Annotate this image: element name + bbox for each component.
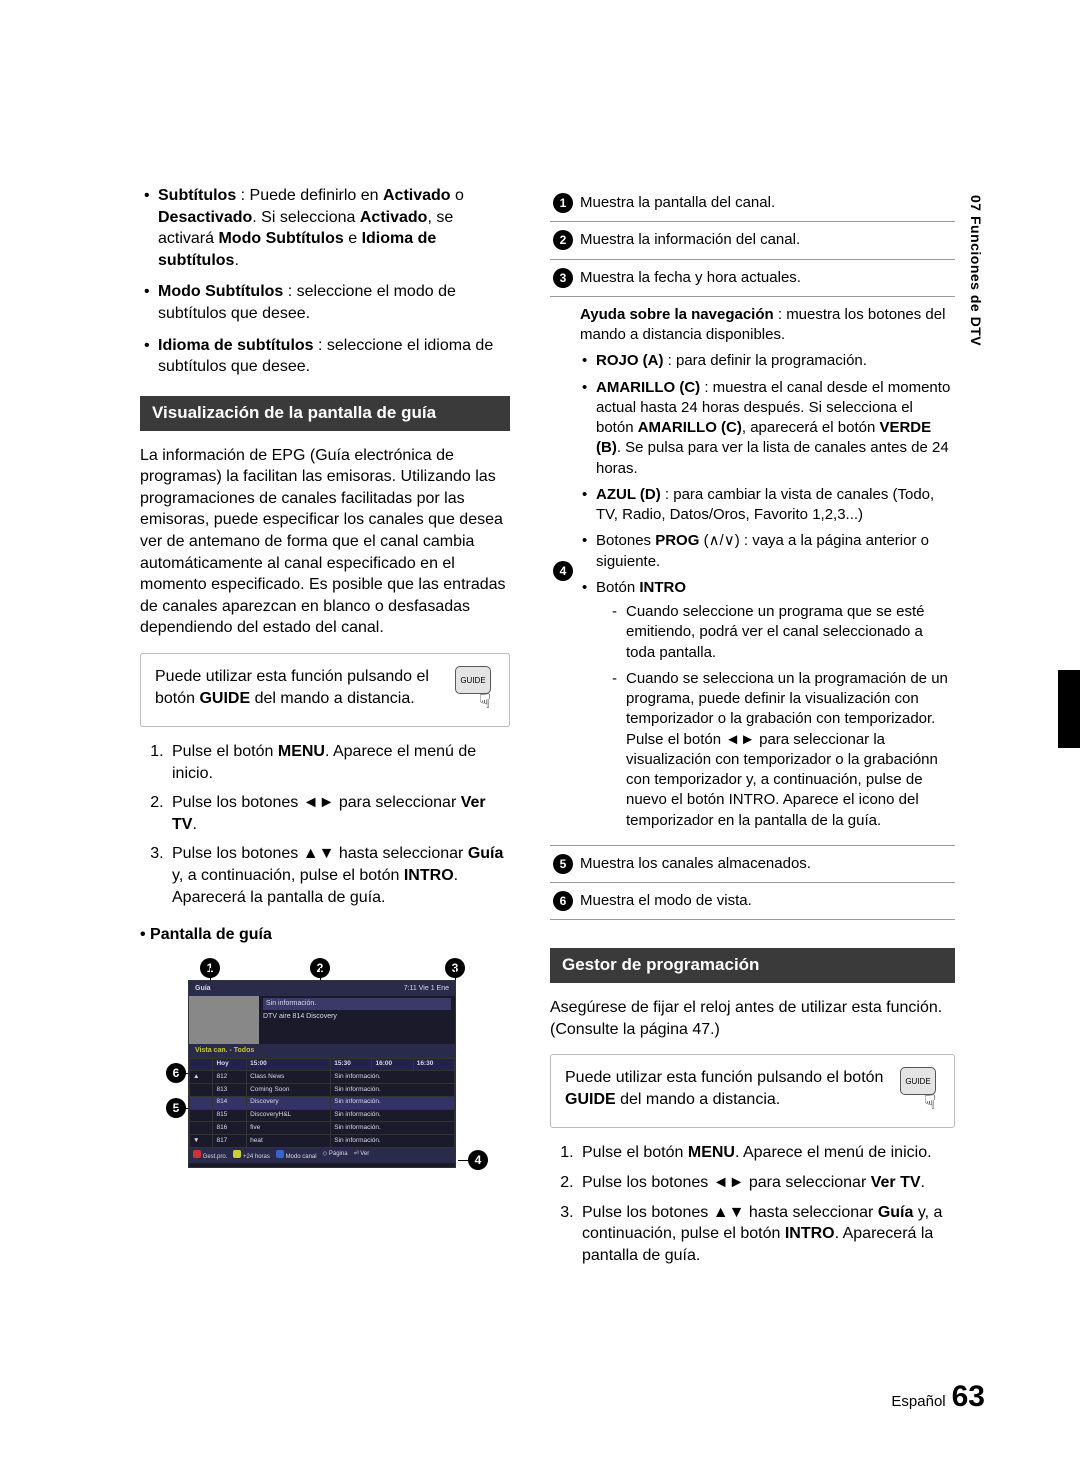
- step-3: Pulse los botones ▲▼ hasta seleccionar G…: [168, 843, 510, 908]
- gestor-intro: Asegúrese de fijar el reloj antes de uti…: [550, 997, 955, 1040]
- row-1: Muestra la pantalla del canal.: [580, 185, 955, 222]
- row-6: Muestra el modo de vista.: [580, 883, 955, 920]
- opt-idioma-subtitulos: Idioma de subtítulos : seleccione el idi…: [140, 335, 510, 378]
- callout-4: 4: [468, 1150, 488, 1170]
- guia-intro: La información de EPG (Guía electrónica …: [140, 445, 510, 639]
- opt-modo-subtitulos: Modo Subtítulos : seleccione el modo de …: [140, 281, 510, 324]
- guia-steps: Pulse el botón MENU. Aparece el menú de …: [140, 741, 510, 908]
- subtitle-options: Subtítulos : Puede definirlo en Activado…: [140, 185, 510, 378]
- guide-button-icon: GUIDE ☟: [900, 1067, 940, 1115]
- page-footer: Español63: [891, 1377, 985, 1418]
- step-2: Pulse los botones ◄► para seleccionar Ve…: [578, 1172, 955, 1194]
- row-4: Ayuda sobre la navegación : muestra los …: [580, 296, 955, 845]
- heading-guia: Visualización de la pantalla de guía: [140, 396, 510, 431]
- guide-note-1: Puede utilizar esta función pulsando el …: [140, 653, 510, 727]
- row-2: Muestra la información del canal.: [580, 222, 955, 259]
- row-3: Muestra la fecha y hora actuales.: [580, 259, 955, 296]
- screen-title: • Pantalla de guía: [140, 924, 510, 946]
- guide-note-2: Puede utilizar esta función pulsando el …: [550, 1054, 955, 1128]
- section-tab: 07 Funciones de DTV: [966, 195, 985, 346]
- step-2: Pulse los botones ◄► para seleccionar Ve…: [168, 792, 510, 835]
- callout-table: 1Muestra la pantalla del canal. 2Muestra…: [550, 185, 955, 920]
- step-3: Pulse los botones ▲▼ hasta seleccionar G…: [578, 1202, 955, 1267]
- gestor-steps: Pulse el botón MENU. Aparece el menú de …: [550, 1142, 955, 1266]
- step-1: Pulse el botón MENU. Aparece el menú de …: [578, 1142, 955, 1164]
- edge-tab: [1058, 670, 1080, 748]
- guide-screenshot: 1 2 3 4 5 6 Guía7:11 Vie 1 Ene Sin: [170, 958, 475, 1173]
- heading-gestor: Gestor de programación: [550, 948, 955, 983]
- guide-button-icon: GUIDE ☟: [455, 666, 495, 714]
- epg-grid: Hoy15:0015:3016:0016:30 ▲812Class NewsSi…: [189, 1058, 455, 1148]
- opt-subtitulos: Subtítulos : Puede definirlo en Activado…: [140, 185, 510, 271]
- row-5: Muestra los canales almacenados.: [580, 845, 955, 882]
- step-1: Pulse el botón MENU. Aparece el menú de …: [168, 741, 510, 784]
